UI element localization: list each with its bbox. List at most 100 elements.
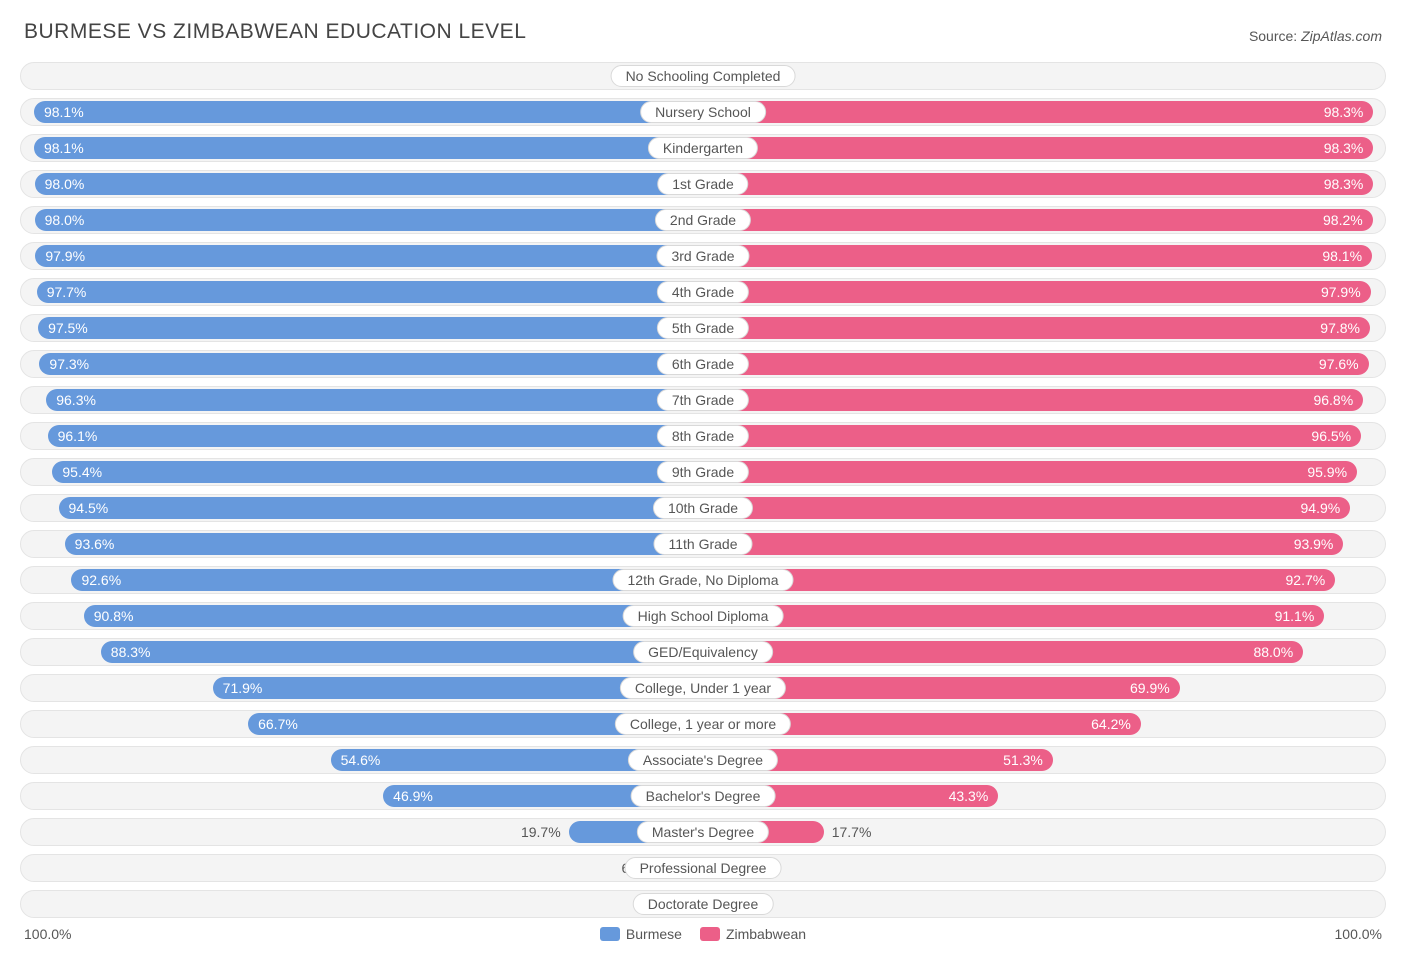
pct-right: 92.7%: [1286, 572, 1326, 588]
bar-half-left: 92.6%: [21, 567, 703, 593]
chart-row: 96.1%96.5%8th Grade: [20, 422, 1386, 450]
bar-half-right: 96.5%: [703, 423, 1385, 449]
legend-item-left: Burmese: [600, 926, 682, 942]
bar-right: 97.8%: [703, 317, 1370, 339]
bar-right: 96.5%: [703, 425, 1361, 447]
pct-left: 97.5%: [48, 320, 88, 336]
chart-header: BURMESE VS ZIMBABWEAN EDUCATION LEVEL So…: [20, 20, 1386, 44]
bar-half-left: 93.6%: [21, 531, 703, 557]
bar-half-left: 71.9%: [21, 675, 703, 701]
bar-right: 92.7%: [703, 569, 1335, 591]
bar-half-right: 97.9%: [703, 279, 1385, 305]
bar-half-right: 98.3%: [703, 99, 1385, 125]
pct-left: 88.3%: [111, 644, 151, 660]
bar-half-right: 64.2%: [703, 711, 1385, 737]
pct-right: 98.1%: [1322, 248, 1362, 264]
bar-half-left: 97.9%: [21, 243, 703, 269]
bar-left: 98.0%: [35, 173, 703, 195]
legend-swatch-right: [700, 927, 720, 941]
chart-row: 54.6%51.3%Associate's Degree: [20, 746, 1386, 774]
category-label: Professional Degree: [625, 857, 782, 879]
category-label: High School Diploma: [623, 605, 784, 627]
bar-left: 98.1%: [34, 137, 703, 159]
bar-left: 97.9%: [35, 245, 703, 267]
category-label: 2nd Grade: [655, 209, 751, 231]
legend: Burmese Zimbabwean: [600, 926, 806, 942]
category-label: 6th Grade: [657, 353, 749, 375]
category-label: 12th Grade, No Diploma: [613, 569, 794, 591]
bar-left: 88.3%: [101, 641, 703, 663]
bar-half-right: 91.1%: [703, 603, 1385, 629]
legend-label-left: Burmese: [626, 926, 682, 942]
bar-left: 95.4%: [52, 461, 703, 483]
pct-right: 95.9%: [1307, 464, 1347, 480]
pct-right: 93.9%: [1294, 536, 1334, 552]
pct-left: 96.1%: [58, 428, 98, 444]
bar-half-left: 46.9%: [21, 783, 703, 809]
pct-right: 97.8%: [1320, 320, 1360, 336]
chart-row: 66.7% 64.2% College, 1 year or more: [20, 710, 1386, 738]
bar-half-right: 92.7%: [703, 567, 1385, 593]
bar-left: 97.7%: [37, 281, 703, 303]
pct-right: 98.3%: [1324, 176, 1364, 192]
category-label: College, 1 year or more: [615, 713, 791, 735]
chart-row: 98.1%98.3%Nursery School: [20, 98, 1386, 126]
chart-row: 97.3%97.6%6th Grade: [20, 350, 1386, 378]
pct-right: 98.3%: [1324, 140, 1364, 156]
bar-half-right: 43.3%: [703, 783, 1385, 809]
pct-left: 97.9%: [45, 248, 85, 264]
bar-half-right: 97.6%: [703, 351, 1385, 377]
chart-row: 92.6% 92.7% 12th Grade, No Diploma: [20, 566, 1386, 594]
pct-left: 71.9%: [223, 680, 263, 696]
chart-row: 98.0%98.2%2nd Grade: [20, 206, 1386, 234]
category-label: Nursery School: [640, 101, 766, 123]
pct-right: 98.2%: [1323, 212, 1363, 228]
bar-half-left: 1.9%: [21, 63, 703, 89]
bar-half-right: 97.8%: [703, 315, 1385, 341]
bar-half-right: 98.3%: [703, 135, 1385, 161]
pct-left: 90.8%: [94, 608, 134, 624]
bar-half-left: 96.3%: [21, 387, 703, 413]
bar-half-right: 93.9%: [703, 531, 1385, 557]
bar-right: 96.8%: [703, 389, 1363, 411]
category-label: Bachelor's Degree: [631, 785, 776, 807]
bar-half-right: 96.8%: [703, 387, 1385, 413]
bar-half-left: 94.5%: [21, 495, 703, 521]
bar-half-right: 88.0%: [703, 639, 1385, 665]
pct-right: 97.9%: [1321, 284, 1361, 300]
bar-half-left: 2.6%: [21, 891, 703, 917]
bar-half-left: 98.1%: [21, 135, 703, 161]
category-label: 4th Grade: [657, 281, 749, 303]
pct-right: 94.9%: [1301, 500, 1341, 516]
bar-half-left: 66.7%: [21, 711, 703, 737]
category-label: 3rd Grade: [656, 245, 749, 267]
category-label: Kindergarten: [648, 137, 758, 159]
bar-left: 96.1%: [48, 425, 703, 447]
pct-right: 64.2%: [1091, 716, 1131, 732]
bar-left: 96.3%: [46, 389, 703, 411]
pct-left: 94.5%: [69, 500, 109, 516]
pct-left: 66.7%: [258, 716, 298, 732]
bar-half-right: 5.2%: [703, 855, 1385, 881]
axis-left-end: 100.0%: [24, 926, 71, 942]
legend-swatch-left: [600, 927, 620, 941]
category-label: 9th Grade: [657, 461, 749, 483]
axis-right-end: 100.0%: [1335, 926, 1382, 942]
pct-left: 96.3%: [56, 392, 96, 408]
bar-half-right: 98.1%: [703, 243, 1385, 269]
bar-half-right: 69.9%: [703, 675, 1385, 701]
bar-left: 92.6%: [71, 569, 703, 591]
chart-title: BURMESE VS ZIMBABWEAN EDUCATION LEVEL: [24, 20, 526, 44]
chart-row: 98.1% 98.3% Kindergarten: [20, 134, 1386, 162]
category-label: No Schooling Completed: [611, 65, 796, 87]
pct-left: 54.6%: [341, 752, 381, 768]
chart-row: 90.8% 91.1%High School Diploma: [20, 602, 1386, 630]
bar-left: 97.5%: [38, 317, 703, 339]
chart-footer: 100.0% Burmese Zimbabwean 100.0%: [20, 926, 1386, 942]
pct-right: 69.9%: [1130, 680, 1170, 696]
bar-left: 98.1%: [34, 101, 703, 123]
bar-half-right: 17.7%: [703, 819, 1385, 845]
category-label: 11th Grade: [653, 533, 752, 555]
chart-row: 88.3%88.0%GED/Equivalency: [20, 638, 1386, 666]
category-label: 7th Grade: [657, 389, 749, 411]
